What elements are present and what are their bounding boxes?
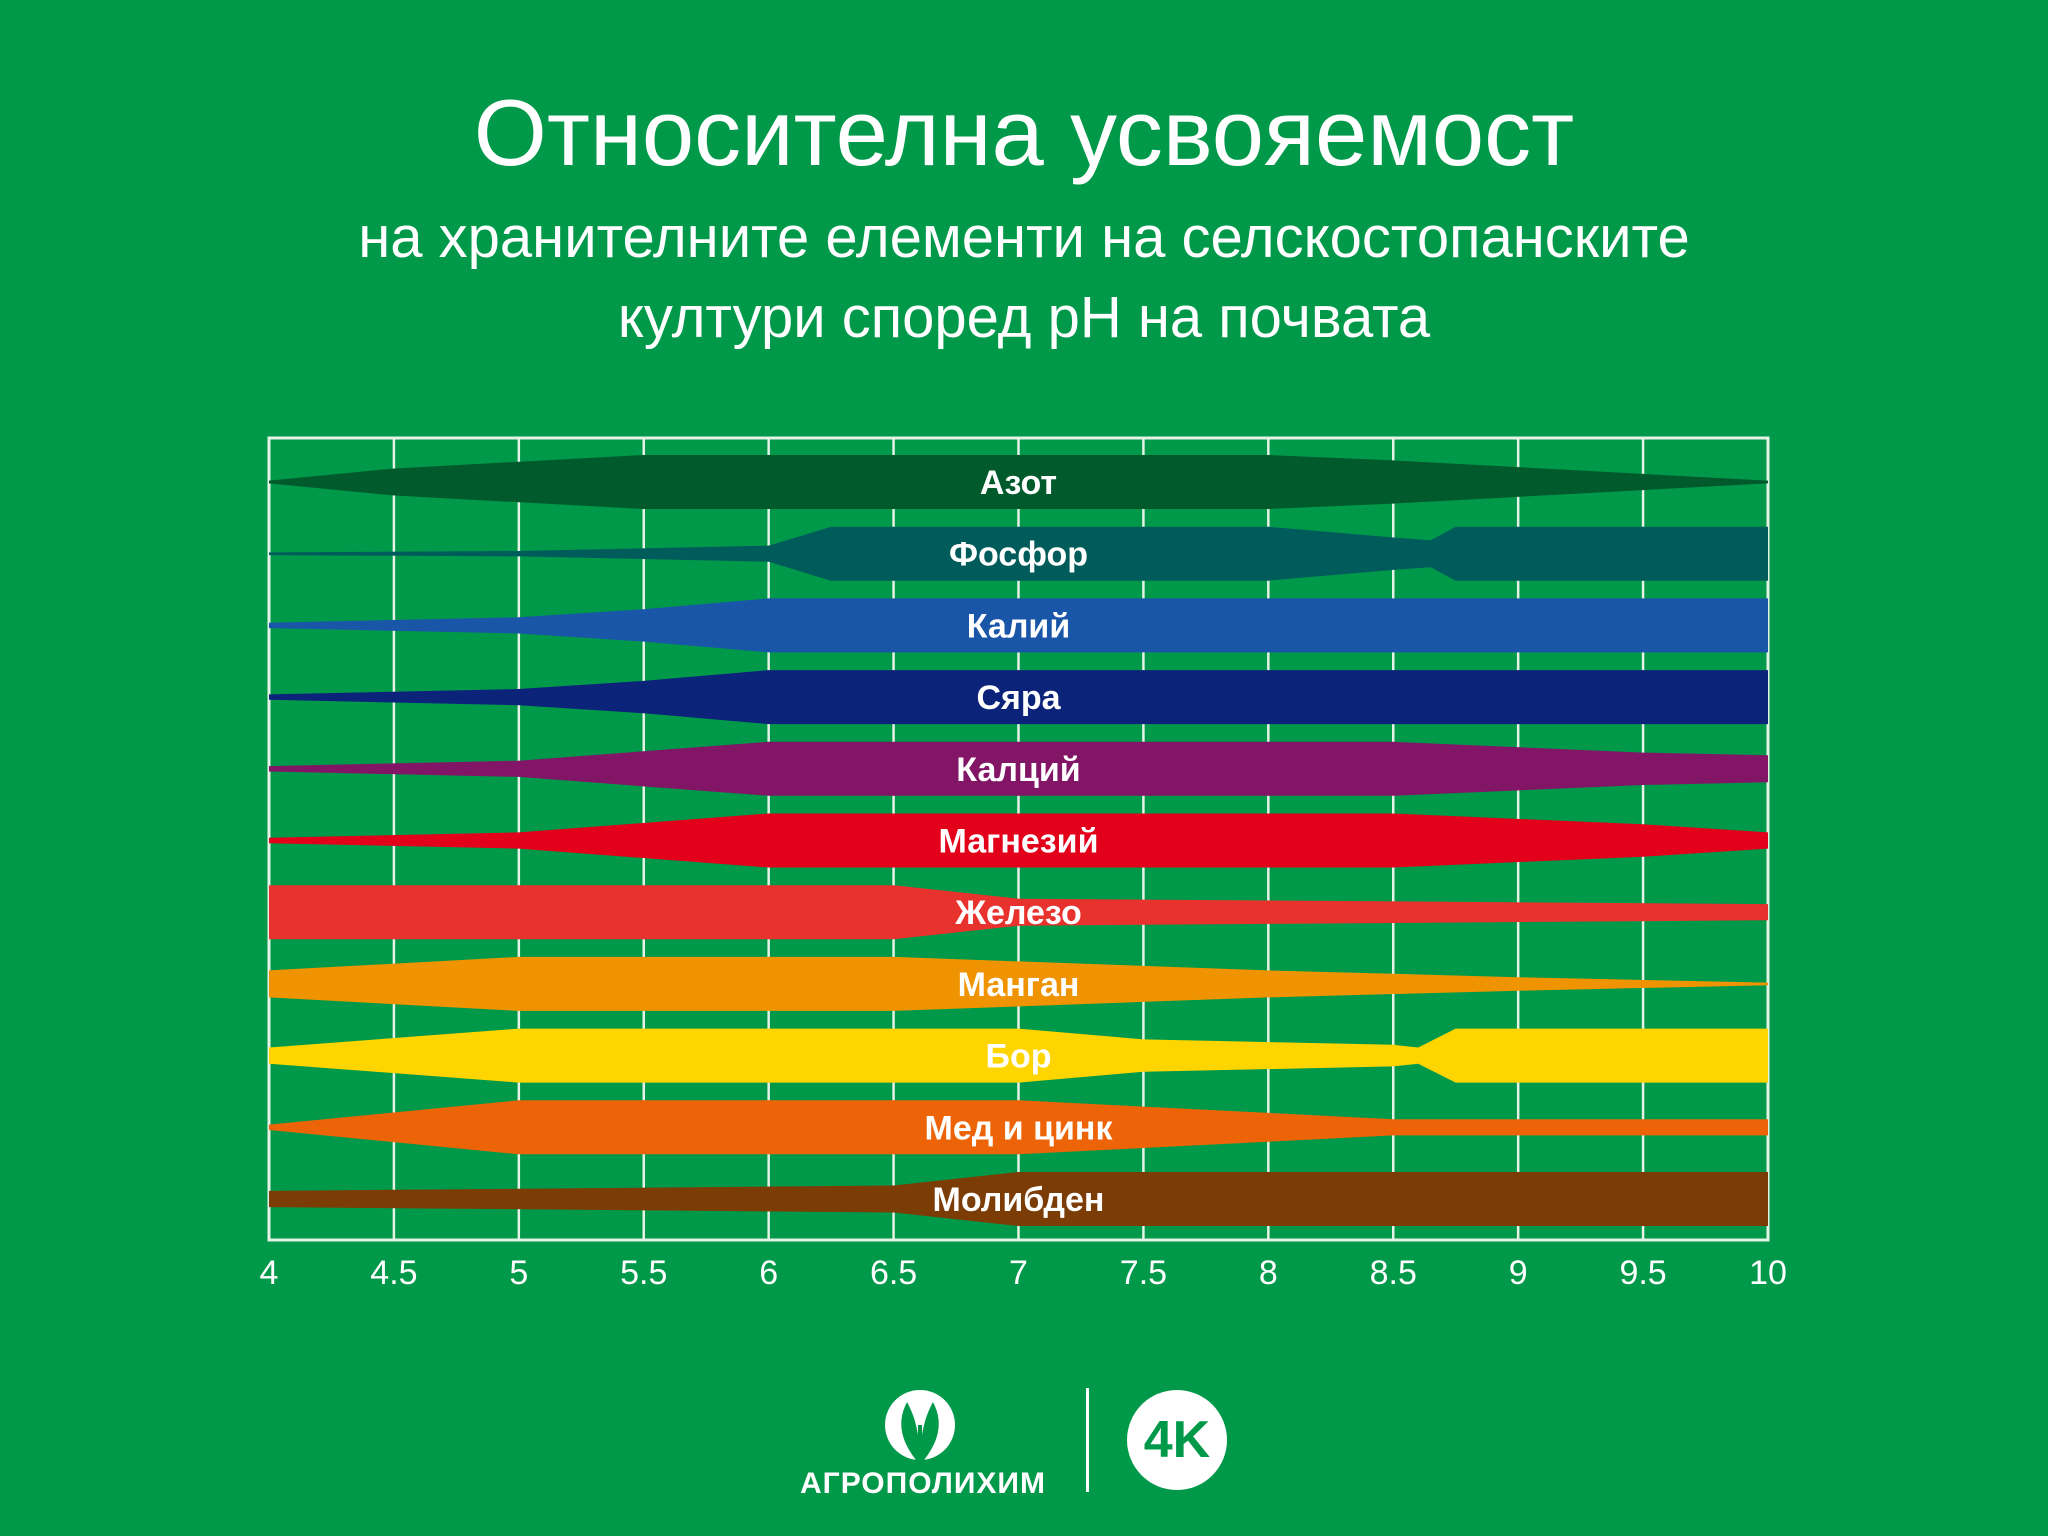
x-tick-label: 4.5 — [370, 1254, 417, 1292]
band-label: Мед и цинк — [925, 1109, 1114, 1147]
band-4 — [269, 670, 1768, 725]
band-label: Фосфор — [949, 536, 1088, 574]
band-10 — [269, 1100, 1768, 1155]
band-8 — [269, 956, 1768, 1011]
x-tick-label: 5.5 — [620, 1254, 667, 1292]
band-label: Азот — [980, 464, 1057, 502]
band-6 — [269, 813, 1768, 868]
band-9 — [269, 1028, 1768, 1083]
band-label: Магнезий — [939, 823, 1099, 861]
band-1 — [269, 455, 1768, 509]
x-tick-label: 7.5 — [1120, 1254, 1167, 1292]
band-3 — [269, 598, 1768, 653]
x-tick-label: 6.5 — [870, 1254, 917, 1292]
chart-subtitle: на хранителните елементи на селскостопан… — [0, 198, 2048, 358]
band-label: Молибден — [933, 1181, 1105, 1219]
band-11 — [269, 1172, 1768, 1226]
chart-title: Относителна усвояемост — [473, 80, 1575, 185]
x-tick-label: 6 — [759, 1254, 778, 1292]
band-label: Сяра — [976, 679, 1061, 717]
band-7 — [269, 885, 1768, 940]
subtitle-line-2: култури според рН на почвата — [617, 285, 1431, 350]
band-2 — [269, 526, 1768, 581]
x-tick-label: 5 — [509, 1254, 528, 1292]
x-tick-label: 8.5 — [1370, 1254, 1417, 1292]
band-label: Калий — [967, 607, 1070, 645]
band-label: Железо — [954, 894, 1082, 932]
agropolychim-leaf-logo-icon — [885, 1390, 955, 1465]
4k-badge-icon: 4K — [1127, 1390, 1227, 1490]
x-tick-label: 7 — [1009, 1254, 1028, 1292]
footer-divider — [1086, 1388, 1089, 1492]
subtitle-line-1: на хранителните елементи на селскостопан… — [358, 205, 1690, 270]
x-tick-label: 9 — [1509, 1254, 1528, 1292]
band-5 — [269, 741, 1768, 796]
band-label: Бор — [986, 1038, 1052, 1076]
brand-name: АГРОПОЛИХИМ — [800, 1467, 1046, 1500]
x-tick-label: 9.5 — [1619, 1254, 1666, 1292]
x-tick-label: 8 — [1259, 1254, 1278, 1292]
x-tick-label: 10 — [1749, 1254, 1787, 1292]
x-tick-label: 4 — [260, 1254, 279, 1292]
band-label: Манган — [958, 966, 1080, 1004]
band-label: Калций — [956, 751, 1080, 789]
